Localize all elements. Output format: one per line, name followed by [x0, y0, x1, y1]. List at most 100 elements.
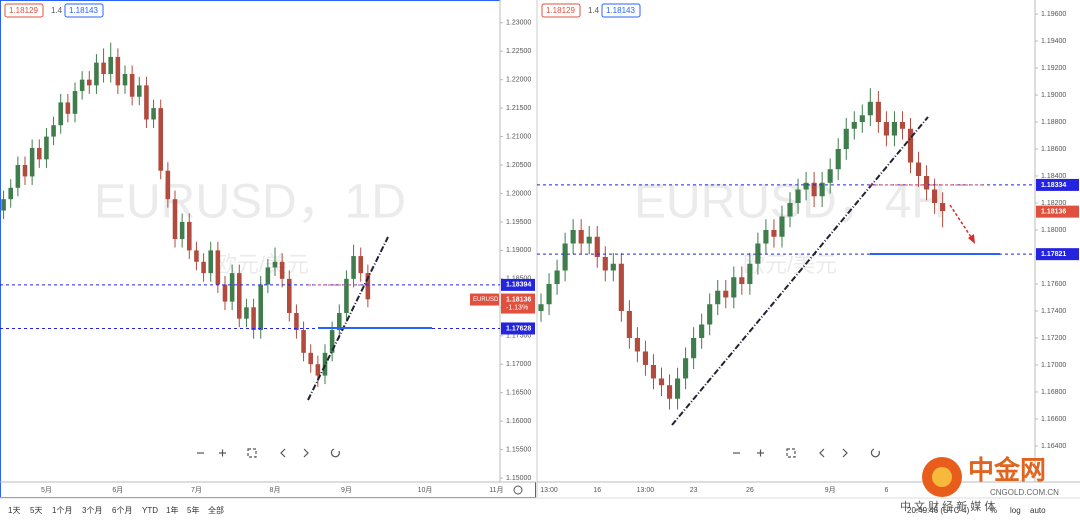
settings-icon[interactable]: [513, 485, 523, 495]
candle-body: [867, 101, 873, 116]
candle-body: [771, 229, 777, 237]
candle-body: [251, 307, 256, 331]
percent-toggle[interactable]: %: [990, 506, 997, 515]
candle-body: [108, 56, 113, 74]
y-tick-label: 1.20000: [506, 190, 531, 197]
y-tick-label: 1.18600: [1041, 146, 1066, 153]
legend-box: [541, 3, 581, 18]
range-button[interactable]: 1天: [8, 506, 20, 515]
candle-body: [763, 229, 769, 244]
range-button[interactable]: 1个月: [52, 506, 72, 515]
candle-body: [94, 62, 99, 86]
candle-body: [222, 284, 228, 302]
trend-line: [671, 116, 929, 426]
candle-body: [586, 236, 592, 244]
x-tick-label: 10月: [418, 486, 433, 494]
y-tick-label: 1.18800: [1041, 119, 1066, 126]
range-button[interactable]: 6个月: [112, 506, 132, 515]
x-tick-label: 9月: [341, 486, 352, 494]
y-tick-label: 1.17500: [506, 333, 531, 340]
candle-body: [819, 182, 825, 197]
candle-body: [208, 250, 213, 274]
candle-body: [8, 187, 13, 200]
range-button[interactable]: YTD: [142, 506, 158, 515]
y-tick-label: 1.19600: [1041, 11, 1066, 18]
candle-body: [907, 128, 914, 163]
y-tick-label: 1.22000: [506, 77, 531, 84]
range-button[interactable]: 5年: [187, 505, 199, 515]
arrow-head: [968, 234, 975, 244]
log-toggle[interactable]: log: [1010, 506, 1021, 515]
y-tick-label: 1.18000: [1041, 227, 1066, 234]
y-tick-label: 1.19500: [506, 219, 531, 226]
candle-body: [115, 56, 121, 86]
candle-body: [626, 310, 632, 338]
price-line-label: 1.17628: [506, 325, 531, 332]
candle-body: [618, 263, 624, 311]
candle-body: [538, 304, 544, 311]
candle-body: [15, 165, 21, 188]
candle-body: [554, 270, 560, 284]
x-tick-label: 8月: [270, 486, 281, 494]
x-tick-label: 5月: [41, 486, 52, 494]
zoom-controls[interactable]: [197, 448, 880, 458]
candle-body: [795, 189, 801, 204]
logo-slogan: 中 文 财 经 新 媒 体: [900, 499, 995, 513]
y-tick-label: 1.15000: [506, 475, 531, 482]
range-button[interactable]: 1年: [166, 505, 178, 515]
candle-body: [265, 267, 271, 285]
y-tick-label: 1.21000: [506, 133, 531, 140]
candle-body: [315, 364, 321, 376]
candle-body: [707, 304, 713, 325]
candle-body: [351, 256, 356, 279]
candle-body: [658, 378, 665, 386]
x-tick-label: 13:00: [540, 487, 558, 494]
candle-body: [747, 263, 753, 284]
candle-body: [923, 176, 930, 190]
y-tick-label: 1.21500: [506, 105, 531, 112]
y-tick-label: 1.19000: [506, 247, 531, 254]
x-tick-label: 26: [746, 487, 754, 494]
candle-body: [594, 236, 600, 257]
range-button[interactable]: 5天: [30, 506, 42, 515]
candle-body: [602, 256, 608, 271]
x-tick-label: 6月: [112, 486, 123, 494]
price-axis: [1035, 0, 1080, 482]
y-tick-label: 1.16800: [1041, 389, 1066, 396]
legend-value: 1.18143: [69, 6, 98, 15]
symbol-label: EURUSD: [473, 297, 499, 303]
current-price-label: 1.18136: [1041, 208, 1066, 215]
y-tick-label: 1.18400: [1041, 173, 1066, 180]
range-button[interactable]: 3个月: [82, 506, 102, 515]
legend-value: 1.18129: [546, 6, 575, 15]
candle-body: [875, 101, 881, 123]
candle-body: [301, 330, 306, 353]
candle-body: [151, 108, 156, 120]
candle-body: [739, 277, 745, 284]
candle-body: [899, 122, 906, 129]
legend-value: 1.18143: [606, 6, 635, 15]
auto-toggle[interactable]: auto: [1030, 506, 1046, 515]
x-tick-label: 13:00: [637, 487, 655, 494]
price-line-label: 1.17821: [1041, 251, 1066, 258]
y-tick-label: 1.16500: [506, 390, 531, 397]
y-tick-label: 1.19400: [1041, 38, 1066, 45]
candle-body: [827, 169, 833, 183]
candle-body: [691, 337, 697, 359]
x-tick-label: 16: [593, 487, 601, 494]
candle-body: [683, 358, 689, 379]
candle-body: [58, 102, 63, 126]
y-tick-label: 1.20500: [506, 162, 531, 169]
candle-body: [29, 147, 35, 177]
candle-body: [229, 273, 235, 302]
range-button[interactable]: 全部: [208, 505, 224, 515]
candle-body: [674, 378, 681, 399]
candle-body: [158, 108, 163, 171]
candle-body: [322, 352, 328, 376]
arrow: [949, 204, 974, 241]
logo-site: CNGOLD.COM.CN: [990, 488, 1059, 497]
candle-body: [22, 165, 28, 177]
candle-body: [891, 122, 898, 136]
candle-body: [365, 273, 371, 300]
